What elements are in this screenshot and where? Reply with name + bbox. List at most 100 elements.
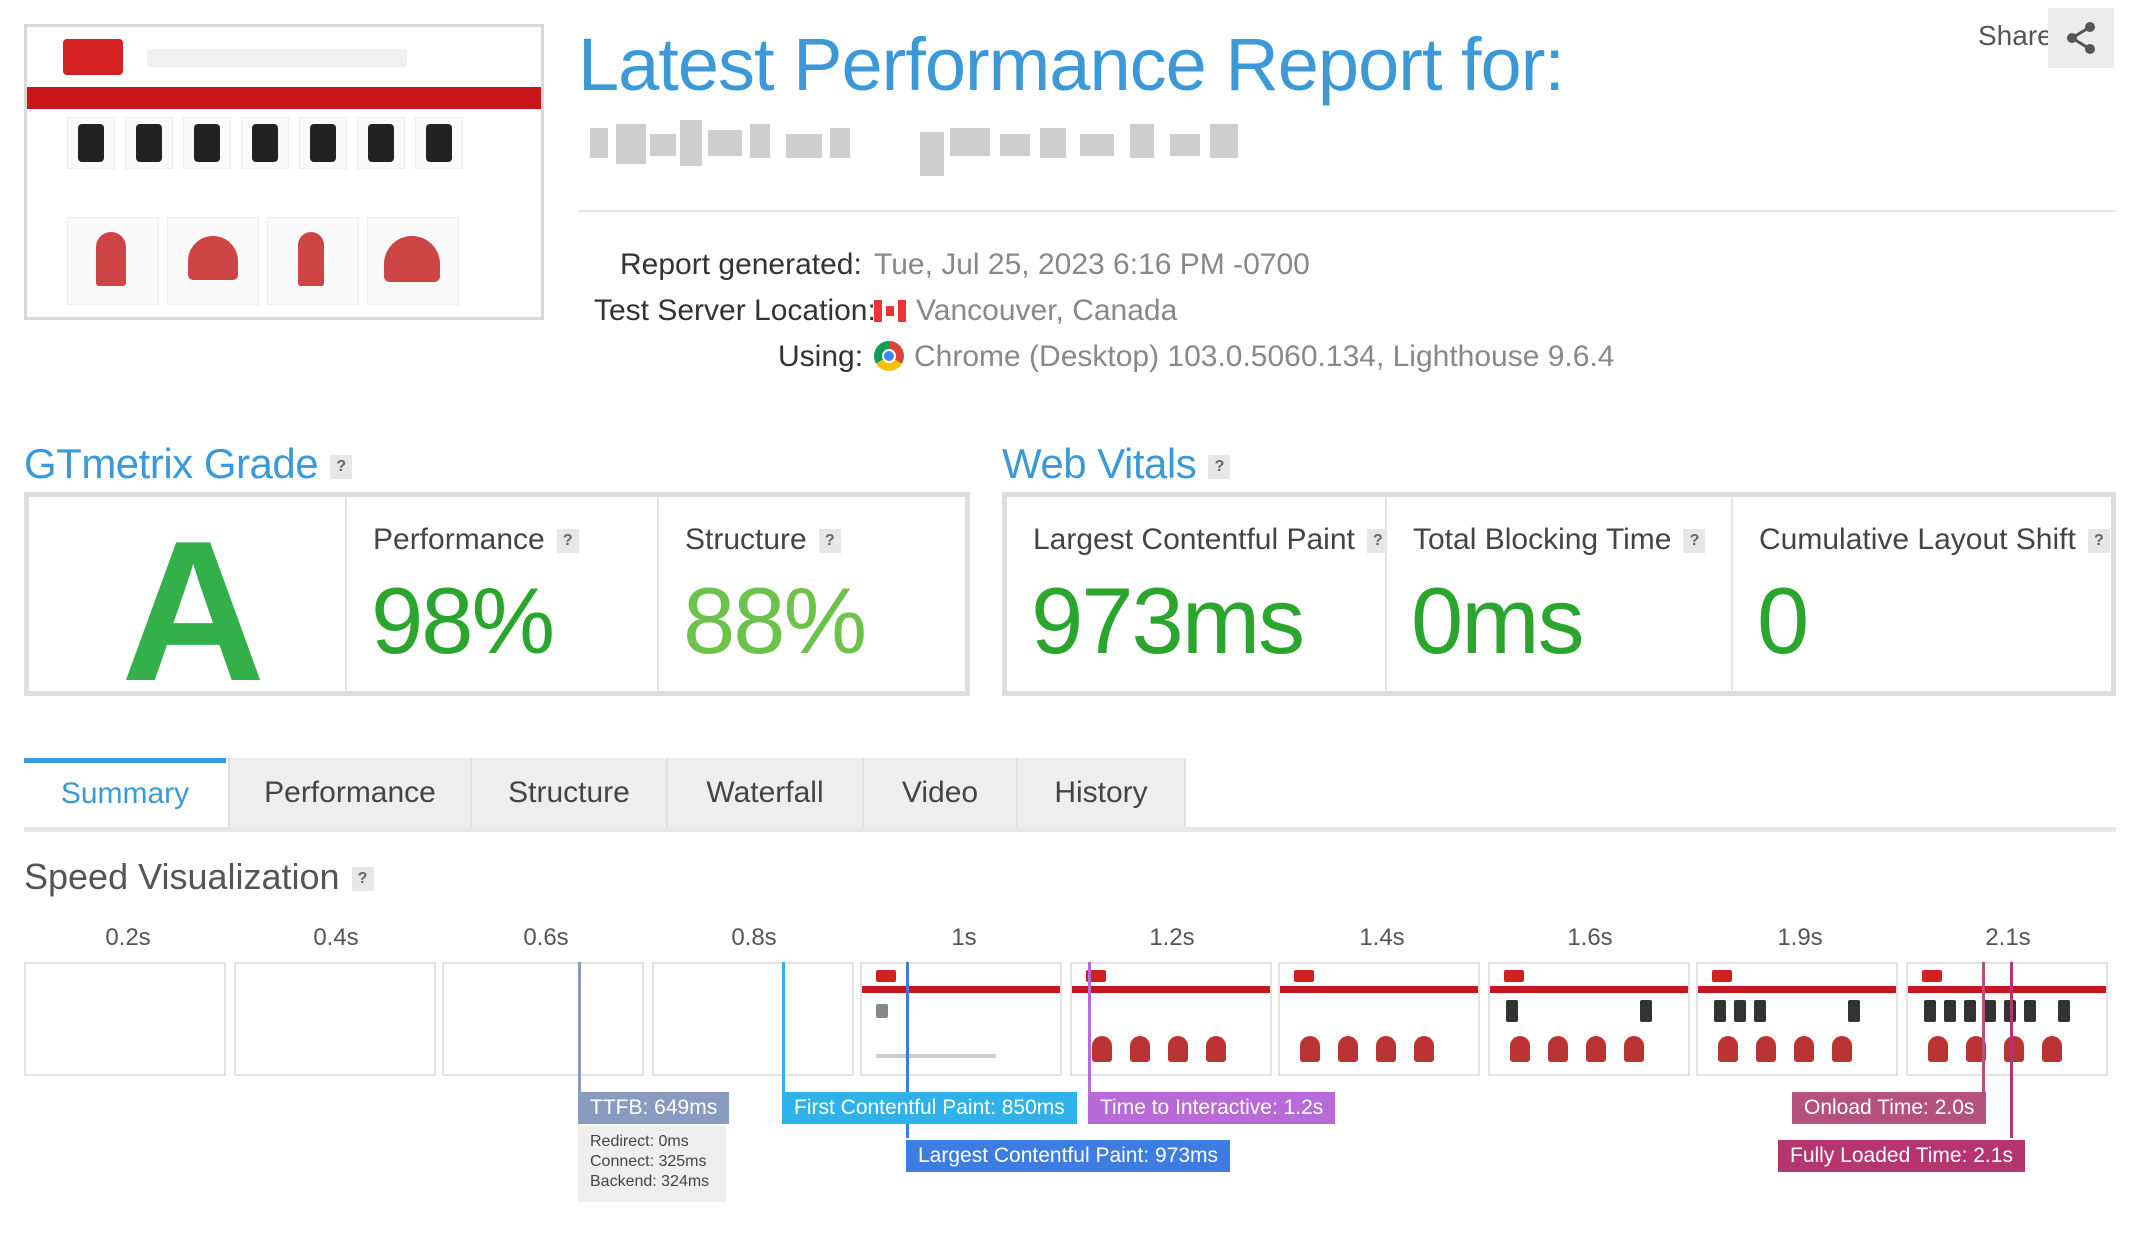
tbt-cell: Total Blocking Time? 0ms (1385, 497, 1731, 691)
cls-value: 0 (1757, 568, 1809, 673)
using-value: Chrome (Desktop) 103.0.5060.134, Lightho… (914, 340, 1615, 373)
speed-visualization-heading: Speed Visualization? (24, 856, 374, 898)
web-vitals-heading: Web Vitals? (1002, 440, 1231, 488)
fully-loaded-marker[interactable]: Fully Loaded Time: 2.1s (1778, 1140, 2025, 1172)
lcp-value: 973ms (1031, 568, 1305, 673)
time-tick: 1.6s (1567, 924, 1613, 951)
time-tick: 1.4s (1359, 924, 1405, 951)
grade-letter: A (121, 500, 266, 723)
web-vitals-panel: Largest Contentful Paint? 973ms Total Bl… (1002, 492, 2116, 696)
ttfb-connect: Connect: 325ms (590, 1153, 707, 1170)
lcp-label: Largest Contentful Paint (1033, 523, 1355, 556)
tabs-baseline (24, 827, 2116, 832)
fully-loaded-line (2010, 962, 2013, 1138)
filmstrip-frame[interactable] (1906, 962, 2108, 1076)
filmstrip-frame[interactable] (1278, 962, 1480, 1076)
tbt-label: Total Blocking Time (1413, 523, 1672, 556)
gtmetrix-grade-heading: GTmetrix Grade? (24, 440, 353, 488)
thumbnail-product (299, 117, 347, 169)
using-label: Using: (778, 340, 864, 373)
onload-line (1982, 962, 1985, 1092)
ttfb-backend: Backend: 324ms (590, 1173, 710, 1190)
report-generated-value: Tue, Jul 25, 2023 6:16 PM -0700 (874, 248, 1310, 281)
structure-help-icon[interactable]: ? (818, 529, 841, 554)
gtmetrix-grade-panel: A Performance? 98% Structure? 88% (24, 492, 970, 723)
lcp-marker[interactable]: Largest Contentful Paint: 973ms (906, 1140, 1231, 1172)
report-generated-row: Report generated: Tue, Jul 25, 2023 6:16… (578, 248, 1978, 288)
share-icon (2067, 22, 2095, 54)
thumbnail-product (183, 117, 231, 169)
filmstrip-frame[interactable] (234, 962, 436, 1076)
filmstrip-frame[interactable] (652, 962, 854, 1076)
canada-flag-icon (874, 300, 906, 322)
filmstrip-frame[interactable] (1488, 962, 1690, 1076)
server-location-label: Test Server Location: (594, 294, 876, 327)
tbt-help-icon[interactable]: ? (1683, 529, 1706, 554)
thumbnail-product (67, 117, 115, 169)
thumbnail-nav-bar (27, 87, 541, 109)
time-tick: 0.8s (731, 924, 777, 951)
time-tick: 2.1s (1985, 924, 2031, 951)
time-tick: 0.6s (523, 924, 569, 951)
server-location-row: Test Server Location: Vancouver, Canada (578, 294, 1978, 334)
tbt-value: 0ms (1411, 568, 1585, 673)
tti-marker[interactable]: Time to Interactive: 1.2s (1088, 1092, 1336, 1124)
lcp-line (906, 962, 909, 1138)
gtmetrix-grade-title: GTmetrix Grade (24, 440, 319, 487)
structure-label: Structure (685, 523, 807, 556)
speed-visualization-title: Speed Visualization (24, 856, 340, 897)
share-label: Share (1978, 20, 2053, 51)
web-vitals-title: Web Vitals (1002, 440, 1197, 487)
tab-history[interactable]: History (1016, 758, 1186, 827)
onload-marker[interactable]: Onload Time: 2.0s (1792, 1092, 1987, 1124)
thumbnail-product (367, 217, 459, 305)
thumbnail-search (147, 49, 407, 67)
page-title: Latest Performance Report for: (578, 23, 1565, 106)
speed-visualization-help-icon[interactable]: ? (351, 867, 374, 892)
time-tick: 1.2s (1149, 924, 1195, 951)
thumbnail-product (415, 117, 463, 169)
filmstrip-frame[interactable] (442, 962, 644, 1076)
filmstrip-frame[interactable] (1696, 962, 1898, 1076)
structure-cell: Structure? 88% (657, 497, 965, 691)
cls-help-icon[interactable]: ? (2087, 529, 2110, 554)
web-vitals-help-icon[interactable]: ? (1208, 454, 1231, 479)
gtmetrix-grade-help-icon[interactable]: ? (330, 454, 353, 479)
using-row: Using: Chrome (Desktop) 103.0.5060.134, … (578, 340, 1978, 380)
tab-video[interactable]: Video (862, 758, 1016, 827)
structure-value: 88% (683, 568, 867, 673)
filmstrip-frame[interactable] (1070, 962, 1272, 1076)
tab-summary[interactable]: Summary (24, 758, 226, 827)
thumbnail-product (357, 117, 405, 169)
tab-waterfall[interactable]: Waterfall (666, 758, 862, 827)
performance-value: 98% (371, 568, 555, 673)
cls-label: Cumulative Layout Shift (1759, 523, 2076, 556)
filmstrip-frame[interactable] (24, 962, 226, 1076)
tti-line (1088, 962, 1091, 1092)
cls-cell: Cumulative Layout Shift? 0 (1731, 497, 2111, 691)
page-screenshot-thumbnail[interactable] (24, 24, 544, 320)
thumbnail-product (167, 217, 259, 305)
ttfb-marker[interactable]: TTFB: 649ms (578, 1092, 730, 1124)
blurred-url (590, 120, 1250, 180)
lcp-help-icon[interactable]: ? (1366, 529, 1389, 554)
fcp-marker[interactable]: First Contentful Paint: 850ms (782, 1092, 1077, 1124)
thumbnail-product (67, 217, 159, 305)
share-button[interactable] (2048, 8, 2114, 68)
ttfb-detail: Redirect: 0ms Connect: 325ms Backend: 32… (578, 1126, 726, 1202)
thumbnail-header (27, 27, 541, 87)
tab-structure[interactable]: Structure (470, 758, 666, 827)
ttfb-redirect: Redirect: 0ms (590, 1133, 689, 1150)
ttfb-line (578, 962, 581, 1092)
tab-performance[interactable]: Performance (228, 758, 470, 827)
report-generated-label: Report generated: (620, 248, 862, 281)
performance-label: Performance (373, 523, 545, 556)
thumbnail-product (125, 117, 173, 169)
grade-cell: A (29, 497, 345, 723)
thumbnail-product (241, 117, 289, 169)
filmstrip-frame[interactable] (860, 962, 1062, 1076)
performance-help-icon[interactable]: ? (556, 529, 579, 554)
server-location-value: Vancouver, Canada (916, 294, 1178, 327)
time-tick: 1s (951, 924, 977, 951)
fcp-line (782, 962, 785, 1092)
